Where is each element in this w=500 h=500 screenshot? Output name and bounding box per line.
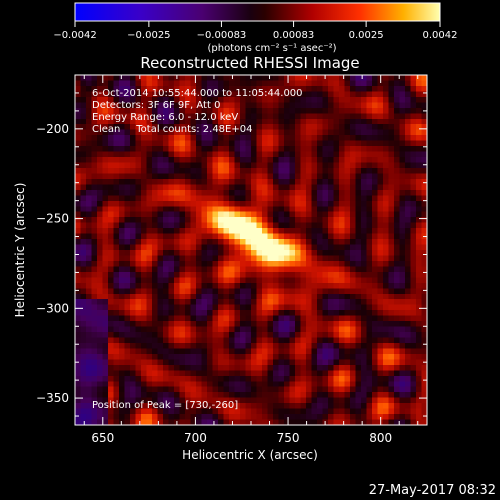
y-tick-label: −300 (36, 301, 69, 315)
colorbar-tick-label: −0.00083 (197, 30, 247, 41)
heatmap (75, 75, 427, 425)
colorbar-tick-label: 0.0025 (349, 30, 384, 41)
x-axis-ticks: 650 700 750 800 (83, 75, 419, 445)
y-tick-label: −200 (36, 122, 69, 136)
annotation-detectors: Detectors: 3F 6F 9F, Att 0 (92, 100, 220, 111)
y-tick-label: −350 (36, 391, 69, 405)
colorbar-tick-label: −0.0025 (127, 30, 170, 41)
annotation-peak: Position of Peak = [730,-260] (92, 400, 238, 411)
heatmap-image (75, 75, 427, 425)
x-tick-label: 650 (91, 431, 114, 445)
colorbar-tick-label: 0.0042 (423, 30, 458, 41)
annotation-clean: Clean Total counts: 2.48E+04 (92, 124, 252, 135)
colorbar-ticks: −0.0042 −0.0025 −0.00083 0.00083 0.0025 0.004… (53, 21, 458, 41)
colorbar-units: (photons cm⁻² s⁻¹ asec⁻²) (207, 43, 336, 54)
x-tick-label: 700 (184, 431, 207, 445)
y-axis-ticks: −200 −250 −300 −350 (36, 74, 427, 417)
annotation-energy: Energy Range: 6.0 - 12.0 keV (92, 112, 238, 123)
chart-title: Reconstructed RHESSI Image (140, 54, 359, 72)
x-tick-label: 800 (369, 431, 392, 445)
y-axis-label: Heliocentric Y (arcsec) (13, 183, 27, 318)
annotation-time: 6-Oct-2014 10:55:44.000 to 11:05:44.000 (92, 88, 303, 99)
colorbar-tick-label: −0.0042 (53, 30, 96, 41)
colorbar-tick-label: 0.00083 (273, 30, 314, 41)
colorbar (74, 2, 441, 22)
footer-date: 27-May-2017 08:32 (369, 483, 496, 498)
x-tick-label: 750 (277, 431, 300, 445)
y-tick-label: −250 (36, 212, 69, 226)
x-axis-label: Heliocentric X (arcsec) (182, 448, 318, 462)
